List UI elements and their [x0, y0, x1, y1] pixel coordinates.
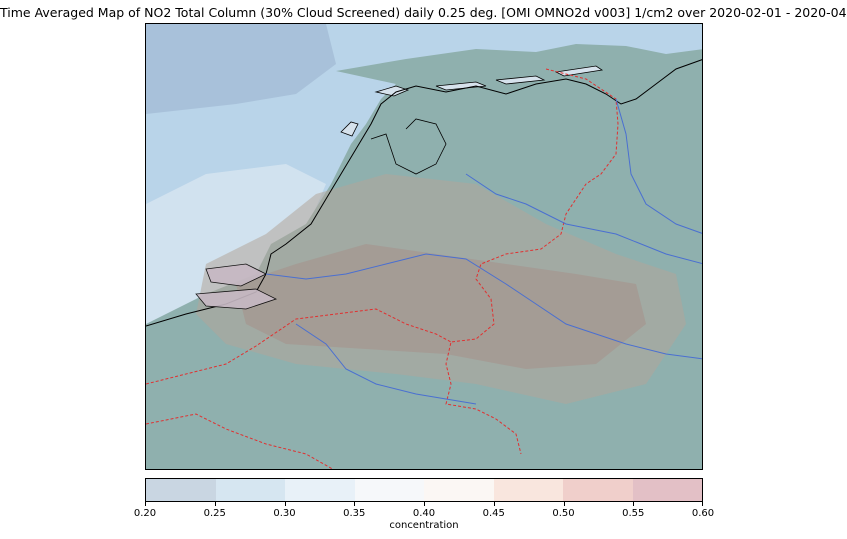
sea-lighter-region — [146, 164, 326, 324]
sea-low-no2-region — [146, 24, 336, 114]
colorbar-tick-label: 0.30 — [273, 508, 296, 519]
wadden-island — [495, 75, 546, 85]
colorbar-tick — [354, 502, 356, 506]
wadden-island — [554, 65, 604, 77]
colorbar-segment — [285, 479, 355, 501]
delta-island — [195, 288, 278, 310]
map-canvas — [146, 24, 702, 469]
colorbar-tick — [214, 502, 216, 506]
colorbar-tick-label: 0.35 — [343, 508, 366, 519]
colorbar-segment — [146, 479, 216, 501]
colorbar-segment — [493, 479, 563, 501]
colorbar-segment — [563, 479, 633, 501]
river — [615, 98, 702, 234]
colorbar-segment — [424, 479, 494, 501]
colorbar-label: concentration — [389, 520, 459, 531]
colorbar-tick-label: 0.40 — [412, 508, 436, 519]
colorbar-tick-label: 0.50 — [552, 508, 575, 519]
wadden-island — [435, 81, 487, 91]
map-title: Time Averaged Map of NO2 Total Column (3… — [0, 5, 847, 20]
country-border — [146, 413, 334, 469]
colorbar-tick-label: 0.45 — [482, 508, 505, 519]
map-panel[interactable] — [145, 23, 703, 470]
colorbar-tick — [145, 502, 146, 506]
wadden-island — [340, 121, 359, 137]
colorbar-tick — [284, 502, 286, 506]
country-border — [146, 308, 452, 385]
colorbar-tick-label: 0.25 — [203, 508, 226, 519]
colorbar-tick — [563, 502, 565, 506]
colorbar-tick — [633, 502, 635, 506]
river — [465, 173, 702, 264]
colorbar-segment — [632, 479, 702, 501]
colorbar-ticks: 0.20 0.25 0.30 0.35 0.40 0.45 0.50 0.55 0.60 — [134, 502, 714, 522]
colorbar — [145, 478, 703, 502]
colorbar-tick — [702, 502, 703, 506]
delta-island — [205, 263, 267, 287]
colorbar-tick — [424, 502, 425, 506]
colorbar-tick — [493, 502, 495, 506]
colorbar-segment — [215, 479, 285, 501]
river — [295, 323, 477, 405]
inland-coastline — [370, 118, 447, 175]
wadden-island — [374, 85, 410, 97]
colorbar-tick-label: 0.55 — [622, 508, 645, 519]
colorbar-tick-label: 0.20 — [133, 508, 157, 519]
colorbar-segment — [354, 479, 424, 501]
river — [265, 253, 702, 360]
country-border — [445, 68, 619, 455]
colorbar-tick-label: 0.60 — [691, 508, 715, 519]
